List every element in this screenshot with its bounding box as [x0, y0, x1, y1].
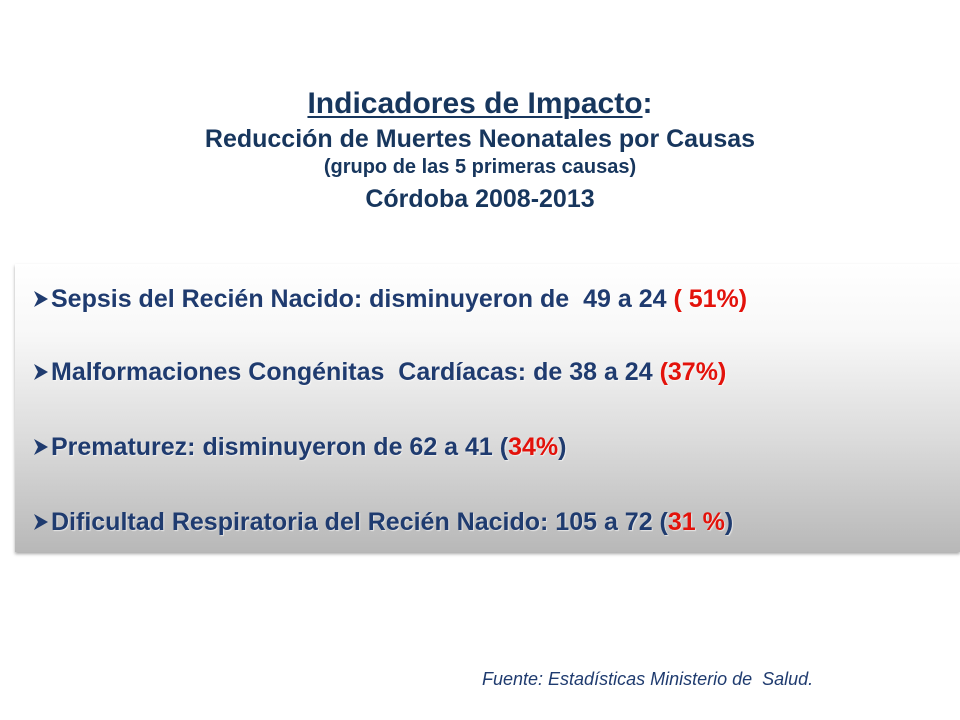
cause-percent: 34%	[508, 432, 559, 461]
slide-title-colon: :	[642, 87, 653, 120]
cause-close: )	[717, 357, 727, 386]
cause-text: Malformaciones Congénitas Cardíacas: de …	[51, 357, 660, 386]
cause-open: (	[659, 357, 668, 386]
arrowhead-bullet-icon	[34, 514, 48, 530]
slide-note: (grupo de las 5 primeras causas)	[323, 156, 637, 178]
arrowhead-bullet-icon	[34, 364, 48, 380]
cause-percent: 37%	[667, 357, 718, 386]
cause-item-sepsis: Sepsis del Recién Nacido: disminuyeron d…	[33, 279, 747, 319]
arrowhead-bullet-icon	[34, 439, 48, 455]
slide-title-heading: Indicadores de Impacto	[307, 87, 643, 120]
causes-panel: Sepsis del Recién Nacido: disminuyeron d…	[15, 264, 960, 552]
cause-percent: 31 %	[667, 507, 725, 536]
cause-item-prematurez: Prematurez: disminuyeron de 62 a 41 (34%…	[33, 427, 566, 467]
cause-close: )	[724, 507, 734, 536]
cause-close: )	[558, 432, 567, 461]
arrowhead-bullet-icon	[34, 291, 48, 307]
cause-close: )	[738, 284, 748, 313]
slide-place-period: Córdoba 2008-2013	[365, 185, 595, 213]
cause-percent: 51%	[688, 284, 739, 313]
source-note: Fuente: Estadísticas Ministerio de Salud…	[482, 669, 814, 689]
slide-subtitle: Reducción de Muertes Neonatales por Caus…	[204, 125, 756, 153]
cause-item-malformaciones: Malformaciones Congénitas Cardíacas: de …	[33, 352, 726, 392]
slide-title: Indicadores de Impacto:	[0, 86, 960, 122]
cause-text: Dificultad Respiratoria del Recién Nacid…	[51, 507, 668, 536]
cause-item-dificultad-respiratoria: Dificultad Respiratoria del Recién Nacid…	[33, 502, 733, 542]
cause-text: Prematurez: disminuyeron de 62 a 41 (	[51, 432, 509, 461]
cause-text: Sepsis del Recién Nacido: disminuyeron d…	[51, 284, 674, 313]
title-block: Indicadores de Impacto: Reducción de Mue…	[0, 86, 960, 214]
cause-open: (	[673, 284, 689, 313]
